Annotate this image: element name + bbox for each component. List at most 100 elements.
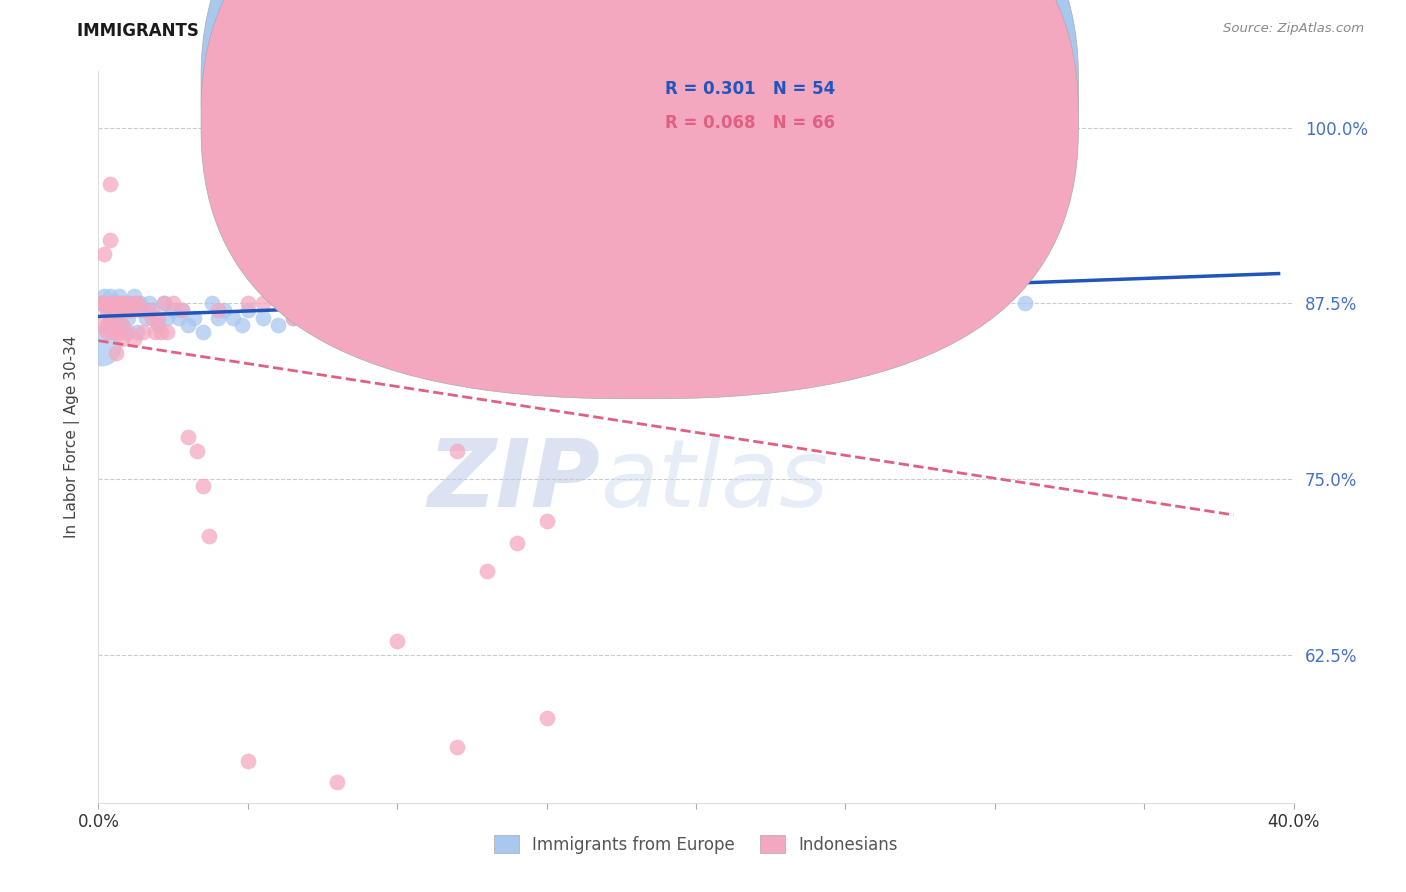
Point <box>108 310 131 325</box>
Legend: Immigrants from Europe, Indonesians: Immigrants from Europe, Indonesians <box>488 829 904 860</box>
Point <box>745 339 768 353</box>
Point <box>297 310 319 325</box>
Point <box>191 479 214 493</box>
Point <box>150 325 173 339</box>
Point <box>281 310 304 325</box>
Point <box>117 296 139 310</box>
Point <box>446 444 468 458</box>
Point <box>231 318 253 332</box>
Point <box>135 310 157 325</box>
Point <box>103 310 125 325</box>
Point <box>103 303 125 318</box>
Point <box>114 303 136 318</box>
Text: IMMIGRANTS FROM EUROPE VS INDONESIAN IN LABOR FORCE | AGE 30-34 CORRELATION CHAR: IMMIGRANTS FROM EUROPE VS INDONESIAN IN … <box>77 22 977 40</box>
Point <box>183 310 205 325</box>
Point <box>141 310 163 325</box>
Point <box>536 345 558 359</box>
Point <box>834 135 856 149</box>
Point <box>177 318 200 332</box>
Point <box>326 310 349 325</box>
Point <box>90 296 112 310</box>
Point <box>96 318 118 332</box>
Point <box>117 310 139 325</box>
Point <box>98 310 122 325</box>
Point <box>236 296 259 310</box>
Point <box>162 303 184 318</box>
Point <box>129 303 152 318</box>
Point <box>186 444 208 458</box>
Point <box>356 289 378 303</box>
Point <box>111 318 134 332</box>
Point <box>90 318 112 332</box>
Point <box>267 318 290 332</box>
Point <box>96 325 118 339</box>
Point <box>177 430 200 444</box>
Point <box>114 325 136 339</box>
Point <box>93 289 115 303</box>
Point <box>626 310 648 325</box>
Point <box>117 325 139 339</box>
Point <box>105 310 128 325</box>
Point <box>108 325 131 339</box>
Point <box>745 310 768 325</box>
Point <box>252 310 274 325</box>
Point <box>326 318 349 332</box>
Point <box>222 310 245 325</box>
Point <box>138 296 160 310</box>
Point <box>236 303 259 318</box>
Point <box>108 296 131 310</box>
Point <box>129 296 152 310</box>
Point <box>236 754 259 768</box>
Point <box>120 303 142 318</box>
Point <box>98 289 122 303</box>
Point <box>108 289 131 303</box>
Point <box>90 296 112 310</box>
Point <box>124 332 146 346</box>
Y-axis label: In Labor Force | Age 30-34: In Labor Force | Age 30-34 <box>63 335 80 539</box>
Point <box>536 515 558 529</box>
Point <box>105 345 128 359</box>
Point <box>162 296 184 310</box>
Point <box>114 296 136 310</box>
Point <box>111 296 134 310</box>
Point <box>201 296 224 310</box>
Point <box>356 296 378 310</box>
Point <box>581 310 603 325</box>
Point <box>626 296 648 310</box>
Point <box>93 296 115 310</box>
Text: R = 0.301   N = 54: R = 0.301 N = 54 <box>665 80 835 98</box>
Point <box>124 289 146 303</box>
Point <box>385 634 409 648</box>
Point <box>1014 296 1036 310</box>
Point <box>143 325 166 339</box>
Point <box>153 296 176 310</box>
Point <box>207 303 229 318</box>
Point <box>475 564 498 578</box>
Point <box>105 296 128 310</box>
Point <box>834 310 856 325</box>
Point <box>111 318 134 332</box>
Point <box>153 296 176 310</box>
Point <box>167 310 190 325</box>
Point <box>124 296 146 310</box>
Point <box>252 296 274 310</box>
Point <box>191 325 214 339</box>
Point <box>105 318 128 332</box>
Point <box>98 296 122 310</box>
Point <box>96 303 118 318</box>
Point <box>138 303 160 318</box>
Point <box>172 303 194 318</box>
Point <box>103 296 125 310</box>
Point <box>745 296 768 310</box>
Point <box>536 711 558 725</box>
Text: Source: ZipAtlas.com: Source: ZipAtlas.com <box>1223 22 1364 36</box>
Point <box>924 240 946 254</box>
Point <box>103 325 125 339</box>
Point <box>212 303 235 318</box>
Point <box>127 325 149 339</box>
Point <box>172 303 194 318</box>
Point <box>326 774 349 789</box>
Point <box>96 303 118 318</box>
Point <box>127 296 149 310</box>
Point <box>141 303 163 318</box>
